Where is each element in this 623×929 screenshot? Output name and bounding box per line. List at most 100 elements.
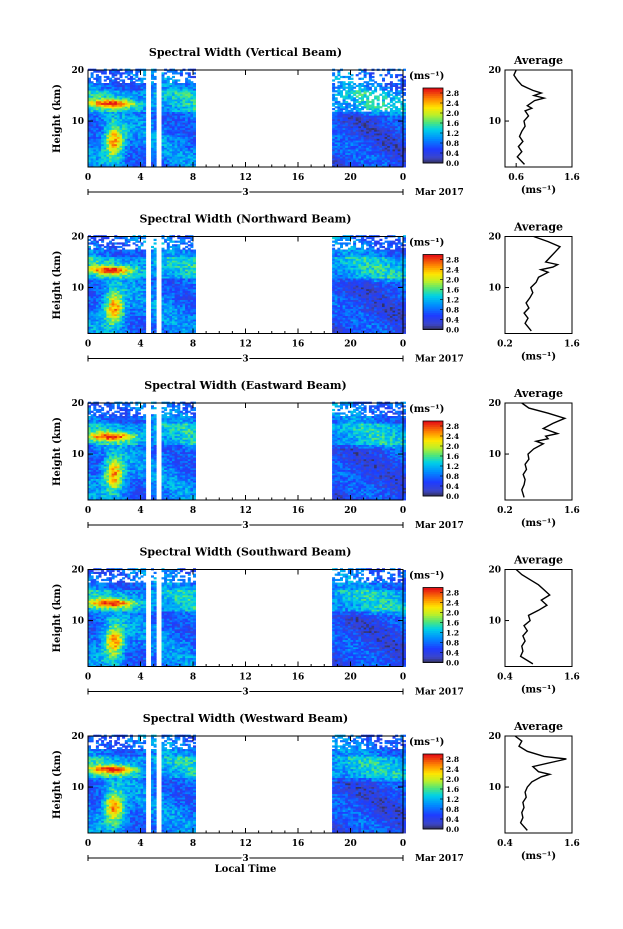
heatmap-cell: [172, 70, 175, 73]
heatmap-cell: [103, 113, 107, 116]
heatmap-cell: [135, 72, 139, 75]
heatmap-cell: [179, 118, 183, 121]
heatmap-cell: [88, 95, 91, 98]
heatmap-cell: [114, 104, 118, 107]
heatmap-cell: [376, 113, 380, 116]
heatmap-cell: [151, 93, 154, 96]
heatmap-cell: [109, 134, 112, 137]
heatmap-cell: [101, 131, 105, 134]
heatmap-cell: [337, 138, 341, 141]
heatmap-cell: [182, 97, 186, 100]
heatmap-cell: [342, 124, 346, 127]
heatmap-cell: [355, 127, 359, 130]
heatmap-cell: [153, 117, 157, 120]
heatmap-cell: [190, 118, 194, 121]
heatmap-cell: [166, 127, 170, 130]
heatmap-cell: [182, 99, 186, 102]
heatmap-cell: [187, 154, 191, 157]
heatmap-cell: [382, 100, 385, 104]
heatmap-cell: [161, 90, 165, 93]
heatmap-cell: [90, 106, 94, 109]
heatmap-cell: [122, 145, 126, 148]
heatmap-cell: [101, 95, 105, 98]
heatmap-cell: [135, 75, 139, 79]
heatmap-cell: [98, 140, 102, 143]
heatmap-cell: [363, 158, 367, 161]
heatmap-cell: [137, 109, 141, 112]
heatmap-cell: [101, 134, 105, 137]
heatmap-cell: [368, 134, 372, 137]
heatmap-cell: [122, 106, 126, 109]
heatmap-cell: [342, 115, 346, 118]
heatmap-cell: [169, 156, 173, 159]
heatmap-cell: [361, 143, 364, 146]
heatmap-cell: [340, 118, 343, 121]
heatmap-cell: [106, 149, 110, 152]
heatmap-cell: [119, 127, 123, 130]
heatmap-cell: [93, 140, 97, 143]
heatmap-cell: [127, 149, 131, 152]
heatmap-cell: [185, 113, 189, 116]
heatmap-cell: [124, 140, 128, 143]
heatmap-cell: [130, 129, 133, 132]
heatmap-cell: [101, 117, 105, 120]
heatmap-cell: [137, 111, 141, 114]
heatmap-cell: [384, 133, 388, 136]
heatmap-cell: [347, 129, 351, 132]
heatmap-cell: [193, 152, 196, 155]
heatmap-cell: [127, 95, 131, 98]
heatmap-cell: [137, 158, 141, 161]
heatmap-cell: [93, 86, 97, 89]
heatmap-cell: [332, 102, 336, 105]
heatmap-cell: [332, 117, 336, 120]
heatmap-cell: [332, 165, 336, 168]
heatmap-cell: [109, 117, 112, 120]
heatmap-cell: [347, 140, 351, 143]
heatmap-cell: [93, 149, 97, 152]
heatmap-cell: [151, 113, 154, 116]
heatmap-cell: [340, 161, 343, 164]
heatmap-cell: [340, 83, 343, 86]
heatmap-cell: [374, 124, 378, 127]
heatmap-cell: [389, 115, 393, 118]
heatmap-cell: [190, 142, 194, 145]
heatmap-cell: [190, 102, 194, 105]
heatmap-cell: [109, 154, 112, 157]
heatmap-cell: [161, 92, 165, 95]
heatmap-cell: [116, 90, 120, 93]
heatmap-cell: [345, 147, 349, 150]
heatmap-cell: [143, 150, 147, 154]
heatmap-cell: [337, 74, 341, 77]
heatmap-cell: [185, 93, 189, 96]
heatmap-cell: [371, 125, 375, 129]
heatmap-cell: [376, 99, 380, 102]
heatmap-cell: [98, 115, 102, 118]
heatmap-cell: [389, 145, 393, 148]
heatmap-cell: [376, 131, 380, 134]
heatmap-cell: [371, 154, 375, 157]
heatmap-cell: [366, 129, 370, 132]
heatmap-cell: [182, 90, 186, 93]
heatmap-cell: [106, 129, 110, 132]
heatmap-cell: [98, 90, 102, 93]
heatmap-cell: [98, 97, 102, 100]
heatmap-cell: [116, 136, 120, 139]
heatmap-cell: [187, 86, 191, 89]
heatmap-cell: [140, 140, 144, 143]
heatmap-cell: [342, 145, 346, 148]
heatmap-cell: [337, 117, 341, 120]
heatmap-cell: [392, 158, 396, 161]
heatmap-cell: [103, 84, 107, 87]
heatmap-cell: [193, 163, 196, 166]
heatmap-cell: [334, 143, 338, 146]
heatmap-cell: [135, 133, 139, 136]
heatmap-cell: [119, 138, 123, 141]
heatmap-cell: [345, 140, 349, 143]
heatmap-cell: [342, 113, 346, 116]
heatmap-cell: [111, 99, 115, 102]
heatmap-cell: [179, 138, 183, 141]
heatmap-cell: [106, 122, 110, 125]
heatmap-cell: [130, 99, 133, 102]
heatmap-cell: [368, 86, 372, 89]
heatmap-cell: [384, 136, 388, 139]
